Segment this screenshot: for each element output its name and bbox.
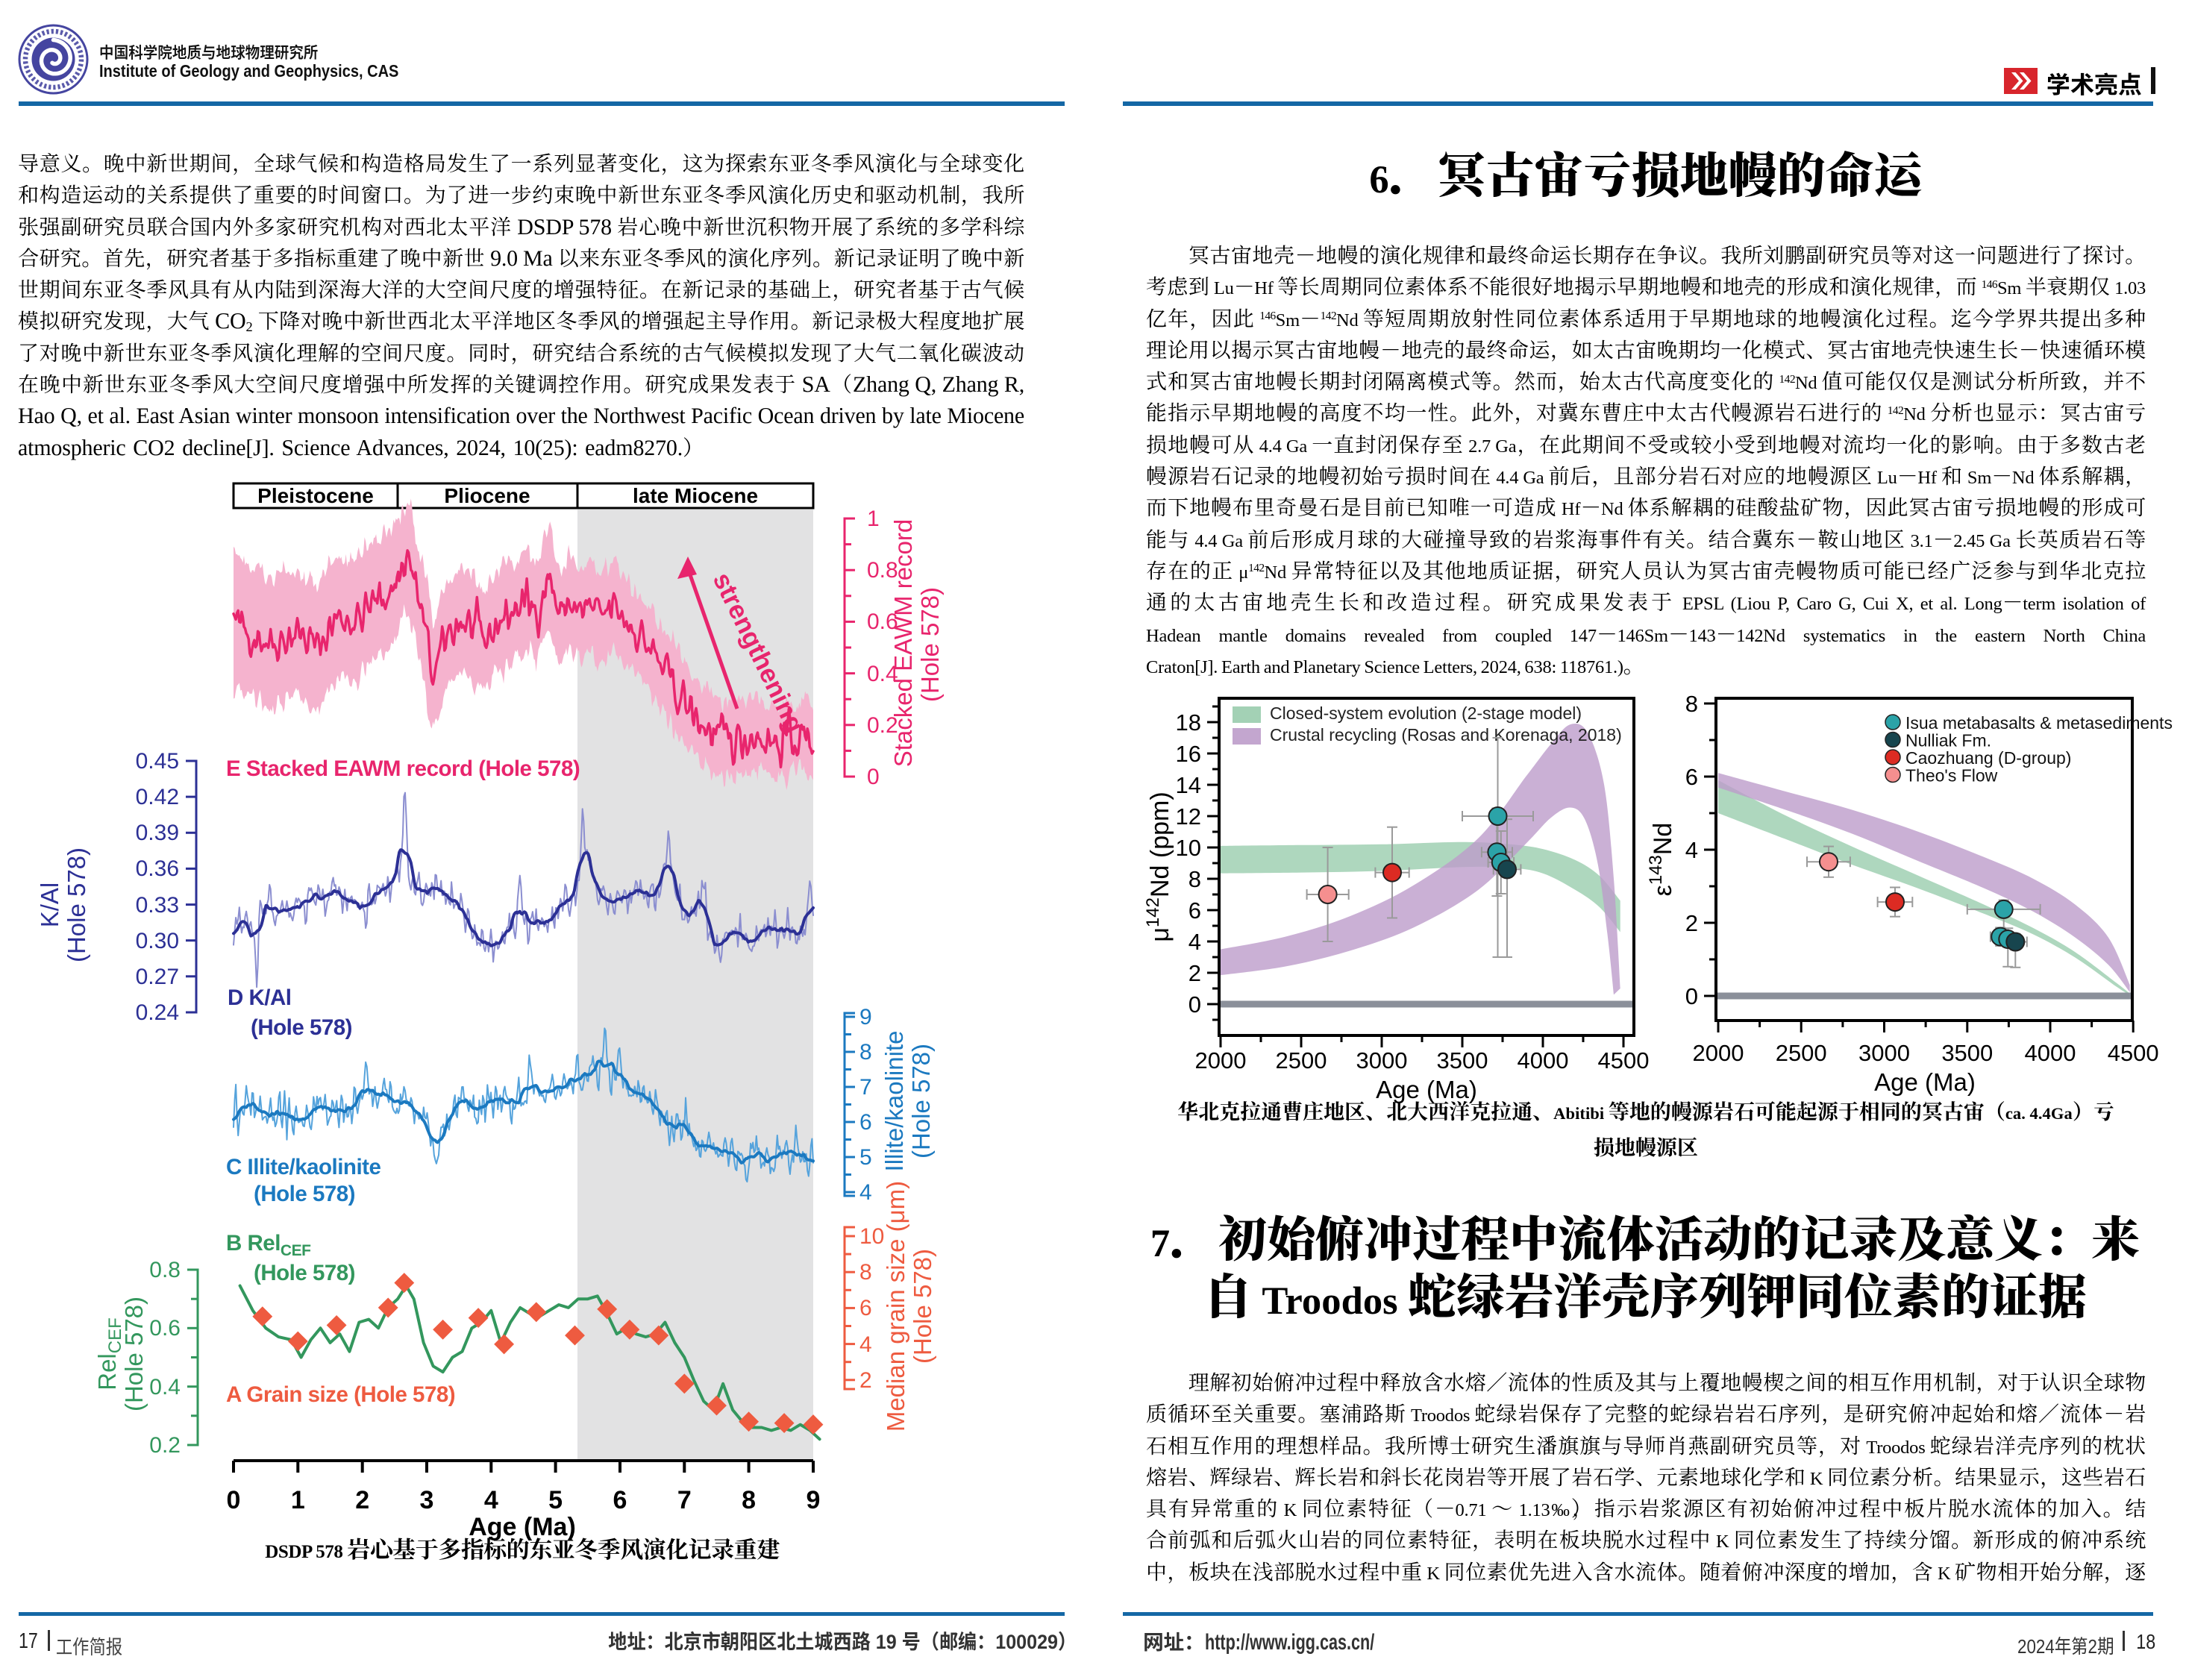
svg-text:0: 0: [867, 765, 880, 789]
svg-text:6: 6: [1685, 764, 1698, 790]
svg-text:(Hole 578): (Hole 578): [63, 847, 90, 962]
svg-text:4: 4: [859, 1332, 872, 1357]
svg-text:14: 14: [1176, 772, 1201, 798]
svg-text:6: 6: [859, 1110, 872, 1135]
svg-text:4: 4: [1685, 837, 1698, 863]
svg-text:(Hole 578): (Hole 578): [909, 1249, 936, 1364]
svg-text:4000: 4000: [2025, 1040, 2076, 1066]
svg-text:3: 3: [420, 1486, 434, 1514]
svg-text:D K/Al: D K/Al: [228, 985, 292, 1010]
svg-text:3500: 3500: [1437, 1047, 1488, 1073]
svg-text:0.42: 0.42: [136, 785, 179, 809]
svg-text:0.24: 0.24: [136, 1000, 179, 1025]
svg-text:Theo's Flow: Theo's Flow: [1905, 766, 1998, 786]
svg-text:3500: 3500: [1941, 1040, 1993, 1066]
svg-text:2: 2: [859, 1368, 872, 1393]
svg-text:0: 0: [1188, 991, 1201, 1018]
svg-text:0.27: 0.27: [136, 965, 179, 989]
svg-text:0: 0: [227, 1486, 241, 1514]
svg-text:0.4: 0.4: [149, 1375, 181, 1400]
svg-text:0.6: 0.6: [149, 1316, 181, 1341]
svg-text:9: 9: [807, 1486, 821, 1514]
svg-text:0.2: 0.2: [149, 1433, 181, 1458]
svg-text:0: 0: [1685, 983, 1698, 1009]
svg-text:ε143Nd: ε143Nd: [1646, 823, 1678, 897]
svg-text:0.6: 0.6: [867, 609, 898, 634]
svg-text:(Hole 578): (Hole 578): [907, 1044, 935, 1159]
svg-text:μ142Nd (ppm): μ142Nd (ppm): [1143, 792, 1175, 941]
svg-text:2: 2: [1188, 960, 1201, 986]
svg-text:(Hole 578): (Hole 578): [916, 587, 944, 702]
svg-text:Closed-system evolution (2-sta: Closed-system evolution (2-stage model): [1270, 703, 1582, 723]
svg-text:Age (Ma): Age (Ma): [469, 1513, 576, 1541]
svg-text:9: 9: [859, 1005, 872, 1029]
svg-text:10: 10: [859, 1224, 884, 1249]
svg-text:4: 4: [484, 1486, 498, 1514]
svg-text:Pliocene: Pliocene: [444, 484, 530, 507]
svg-text:1: 1: [291, 1486, 305, 1514]
svg-text:B RelCEF: B RelCEF: [226, 1231, 311, 1259]
svg-text:8: 8: [859, 1260, 872, 1285]
svg-text:7: 7: [677, 1486, 692, 1514]
svg-text:Caozhuang (D-group): Caozhuang (D-group): [1905, 748, 2071, 768]
svg-text:Illite/kaolinite: Illite/kaolinite: [880, 1031, 908, 1172]
svg-text:16: 16: [1176, 741, 1201, 767]
svg-text:4: 4: [859, 1180, 872, 1205]
svg-text:0.30: 0.30: [136, 929, 179, 953]
svg-text:Crustal recycling (Rosas and K: Crustal recycling (Rosas and Korenaga, 2…: [1270, 725, 1622, 745]
svg-text:Pleistocene: Pleistocene: [257, 484, 374, 507]
svg-text:Isua metabasalts & metasedimen: Isua metabasalts & metasediments: [1905, 713, 2173, 733]
svg-text:8: 8: [1685, 691, 1698, 717]
svg-text:3000: 3000: [1858, 1040, 1910, 1066]
svg-text:(Hole 578): (Hole 578): [254, 1261, 355, 1285]
svg-text:12: 12: [1176, 803, 1201, 830]
svg-text:0.36: 0.36: [136, 856, 179, 881]
svg-text:6: 6: [613, 1486, 627, 1514]
svg-text:8: 8: [742, 1486, 756, 1514]
svg-text:Stacked EAWM record: Stacked EAWM record: [889, 519, 917, 768]
svg-text:2000: 2000: [1195, 1047, 1247, 1073]
svg-text:6: 6: [859, 1296, 872, 1320]
svg-text:Age (Ma): Age (Ma): [1376, 1076, 1477, 1103]
svg-text:Nulliak Fm.: Nulliak Fm.: [1905, 731, 1991, 750]
svg-text:Median grain size (μm): Median grain size (μm): [882, 1181, 909, 1432]
svg-text:5: 5: [859, 1145, 872, 1170]
svg-text:0.8: 0.8: [149, 1258, 181, 1282]
svg-text:(Hole 578): (Hole 578): [254, 1182, 355, 1206]
svg-text:6: 6: [1188, 897, 1201, 924]
svg-text:2000: 2000: [1693, 1040, 1744, 1066]
svg-text:Age (Ma): Age (Ma): [1874, 1068, 1976, 1096]
svg-text:2500: 2500: [1276, 1047, 1327, 1073]
svg-text:E Stacked EAWM record (Hole 57: E Stacked EAWM record (Hole 578): [226, 756, 580, 781]
svg-text:4500: 4500: [2108, 1040, 2159, 1066]
svg-text:4000: 4000: [1518, 1047, 1569, 1073]
svg-text:10: 10: [1176, 835, 1201, 861]
svg-text:C Illite/kaolinite: C Illite/kaolinite: [226, 1155, 380, 1179]
svg-text:1: 1: [867, 507, 880, 531]
svg-text:3000: 3000: [1356, 1047, 1408, 1073]
svg-text:2: 2: [1685, 910, 1698, 936]
svg-text:late Miocene: late Miocene: [633, 484, 758, 507]
svg-text:18: 18: [1176, 709, 1201, 736]
svg-text:0.8: 0.8: [867, 558, 898, 583]
svg-text:7: 7: [859, 1075, 872, 1100]
svg-text:0.2: 0.2: [867, 713, 898, 738]
svg-text:8: 8: [859, 1040, 872, 1065]
svg-text:8: 8: [1188, 866, 1201, 892]
svg-text:0.4: 0.4: [867, 662, 898, 686]
svg-text:4500: 4500: [1598, 1047, 1650, 1073]
svg-text:A Grain size (Hole 578): A Grain size (Hole 578): [226, 1382, 455, 1407]
svg-text:4: 4: [1188, 929, 1201, 955]
svg-text:2500: 2500: [1776, 1040, 1827, 1066]
svg-text:(Hole 578): (Hole 578): [251, 1015, 352, 1040]
svg-text:2: 2: [355, 1486, 369, 1514]
svg-text:(Hole 578): (Hole 578): [120, 1297, 148, 1411]
svg-text:0.33: 0.33: [136, 893, 179, 918]
svg-text:0.45: 0.45: [136, 749, 179, 774]
svg-text:K/Al: K/Al: [36, 883, 63, 928]
svg-text:0.39: 0.39: [136, 821, 179, 845]
svg-text:5: 5: [548, 1486, 563, 1514]
